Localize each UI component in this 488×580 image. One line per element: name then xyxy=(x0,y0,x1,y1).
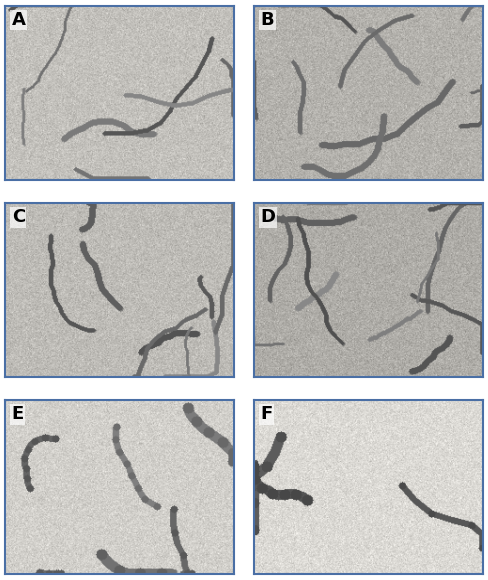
Text: D: D xyxy=(261,208,276,226)
Text: F: F xyxy=(261,405,273,423)
Text: C: C xyxy=(12,208,25,226)
Text: B: B xyxy=(261,11,274,29)
Text: E: E xyxy=(12,405,24,423)
Text: A: A xyxy=(12,11,26,29)
